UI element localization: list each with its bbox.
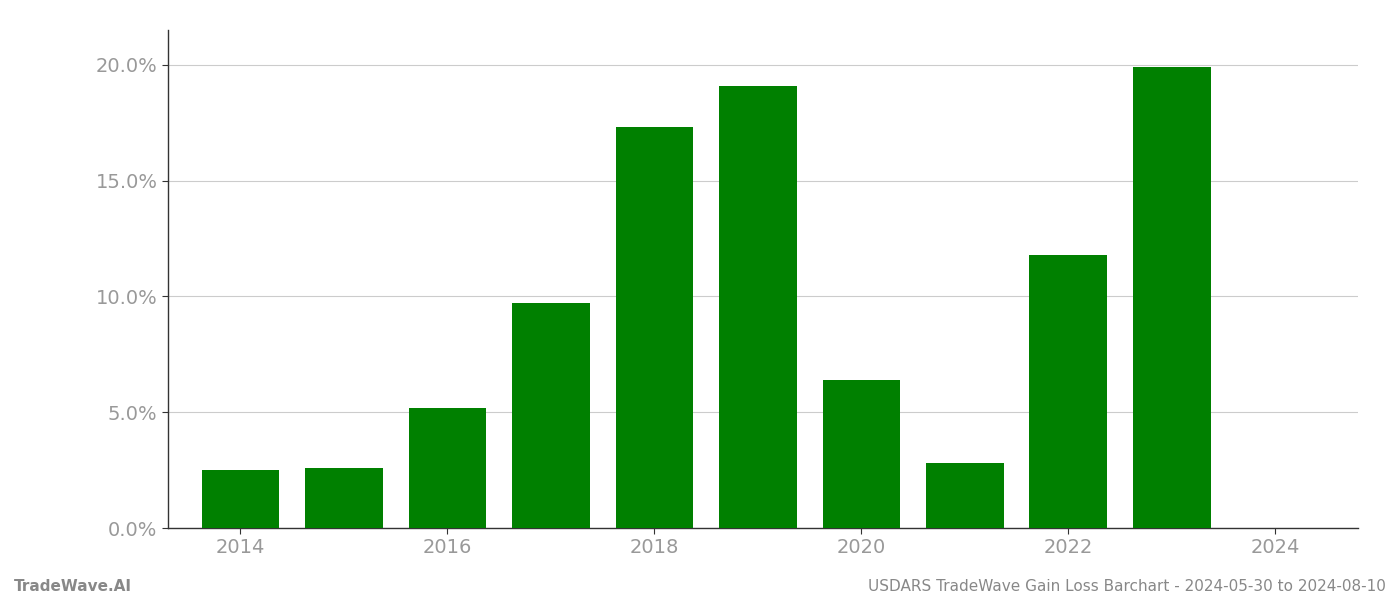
Bar [823,380,900,528]
Bar [512,304,589,528]
Bar [616,127,693,528]
Text: USDARS TradeWave Gain Loss Barchart - 2024-05-30 to 2024-08-10: USDARS TradeWave Gain Loss Barchart - 20… [868,579,1386,594]
Bar [202,470,279,528]
Bar [1133,67,1211,528]
Bar [1029,254,1107,528]
Bar [925,463,1004,528]
Bar [409,407,486,528]
Bar [305,468,382,528]
Bar [720,86,797,528]
Text: TradeWave.AI: TradeWave.AI [14,579,132,594]
